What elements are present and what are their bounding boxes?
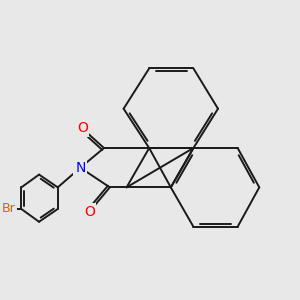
Text: N: N xyxy=(75,161,85,175)
Text: O: O xyxy=(84,205,94,219)
Text: O: O xyxy=(77,122,88,135)
Text: Br: Br xyxy=(2,202,16,215)
